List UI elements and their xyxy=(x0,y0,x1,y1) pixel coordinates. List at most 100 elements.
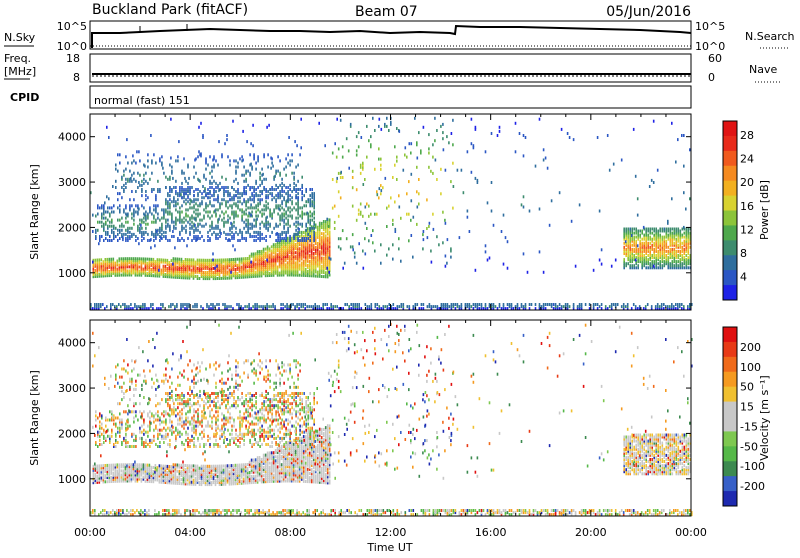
power-cell xyxy=(273,188,275,191)
power-cell xyxy=(623,228,625,231)
power-cell xyxy=(601,303,603,306)
velocity-cell xyxy=(203,465,205,468)
power-cell xyxy=(139,184,141,187)
power-cell xyxy=(635,175,637,178)
power-cell xyxy=(386,254,388,257)
power-cell xyxy=(221,259,223,262)
power-cell xyxy=(291,215,293,218)
power-cell xyxy=(126,138,128,141)
power-cell xyxy=(243,257,245,260)
power-cell xyxy=(115,235,117,238)
velocity-cell xyxy=(95,473,97,476)
power-cell xyxy=(169,198,171,201)
power-cell xyxy=(171,235,173,238)
velocity-cell xyxy=(99,464,101,467)
power-cell xyxy=(291,237,293,240)
power-cell xyxy=(400,260,402,263)
power-cell xyxy=(414,117,416,120)
power-cell xyxy=(467,150,469,153)
date-title: 05/Jun/2016 xyxy=(606,4,691,20)
power-cell xyxy=(295,251,297,254)
power-cell xyxy=(259,227,261,230)
power-cell xyxy=(321,232,323,235)
power-cell xyxy=(275,170,277,173)
velocity-cell xyxy=(259,472,261,475)
power-cell xyxy=(106,126,108,129)
power-cell xyxy=(625,228,627,231)
power-cell xyxy=(145,227,147,230)
power-cell xyxy=(105,211,107,214)
power-cell xyxy=(239,258,241,261)
power-cell xyxy=(251,223,253,226)
power-cell xyxy=(426,227,428,230)
power-cell xyxy=(117,239,119,242)
power-cell xyxy=(408,180,410,183)
power-cell xyxy=(200,152,202,155)
power-cell xyxy=(408,213,410,216)
power-cell xyxy=(507,240,509,243)
power-cell xyxy=(138,181,140,184)
power-cell xyxy=(172,230,174,233)
power-cell xyxy=(147,223,149,226)
power-cell xyxy=(217,259,219,262)
power-cell xyxy=(363,183,365,186)
power-cell xyxy=(241,215,243,218)
velocity-cell xyxy=(193,464,195,467)
power-cell xyxy=(631,234,633,237)
power-cell xyxy=(433,305,435,308)
power-cell xyxy=(467,210,469,213)
power-cell xyxy=(336,156,338,159)
power-cell xyxy=(220,232,222,235)
power-cell xyxy=(253,235,255,238)
power-cell xyxy=(214,267,216,270)
power-cell xyxy=(261,237,263,240)
power-cell xyxy=(279,272,281,275)
power-cell xyxy=(117,219,119,222)
power-cell xyxy=(257,231,259,234)
power-cell xyxy=(647,242,649,245)
power-ylabel: Slant Range [km] xyxy=(28,164,41,260)
power-cell xyxy=(133,159,135,162)
power-cell xyxy=(418,192,420,195)
power-cell xyxy=(639,305,641,308)
power-cell xyxy=(545,157,547,160)
power-cell xyxy=(305,188,307,191)
power-cell xyxy=(225,221,227,224)
power-cell xyxy=(123,174,125,177)
power-cell xyxy=(259,172,261,175)
power-cell xyxy=(295,221,297,224)
power-cell xyxy=(461,303,463,306)
power-cell xyxy=(521,203,523,206)
power-cell xyxy=(219,235,221,238)
cpid-label: CPID xyxy=(10,91,39,104)
power-cell xyxy=(352,186,354,189)
power-cell xyxy=(237,233,239,236)
power-cell xyxy=(683,226,685,229)
power-cell xyxy=(243,211,245,214)
power-cell xyxy=(301,262,303,265)
power-cell xyxy=(209,211,211,214)
power-cell xyxy=(310,305,312,308)
power-cell xyxy=(471,171,473,174)
power-cell xyxy=(627,228,629,231)
power-cell xyxy=(197,198,199,201)
power-cell xyxy=(229,233,231,236)
power-cell xyxy=(575,265,577,268)
power-cell xyxy=(181,190,183,193)
velocity-cell xyxy=(211,465,213,468)
power-cell xyxy=(239,239,241,242)
power-cell xyxy=(336,177,338,180)
power-cell xyxy=(313,252,315,255)
power-cell xyxy=(209,237,211,240)
power-cell xyxy=(117,229,119,232)
power-cell xyxy=(169,239,171,242)
power-cell xyxy=(303,237,305,240)
power-cell xyxy=(269,247,271,250)
power-cell xyxy=(101,235,103,238)
power-cell xyxy=(279,190,281,193)
power-cell xyxy=(115,164,117,167)
power-cell xyxy=(366,227,368,230)
power-cell xyxy=(261,198,263,201)
power-cell xyxy=(356,303,358,306)
power-cell xyxy=(266,216,268,219)
